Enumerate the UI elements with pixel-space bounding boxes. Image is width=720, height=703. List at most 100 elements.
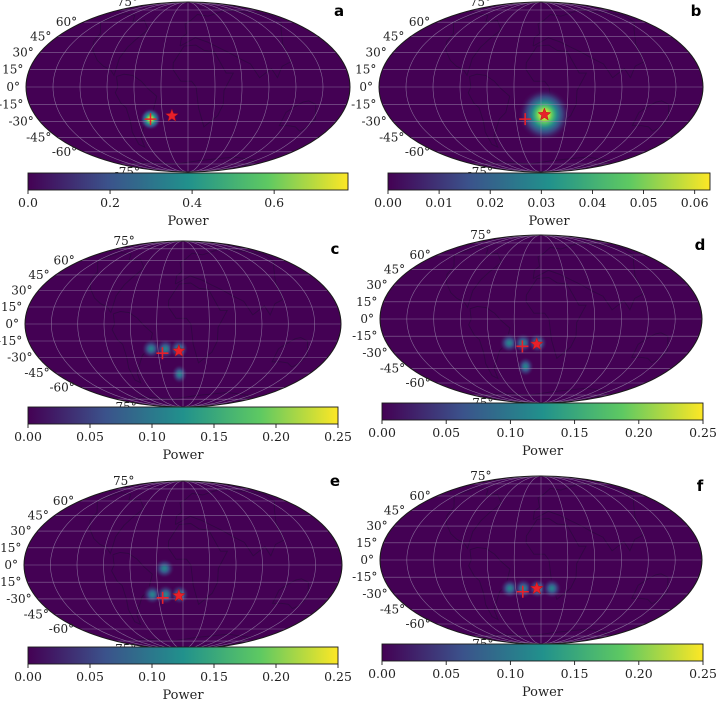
power-blob <box>143 584 162 605</box>
coastline <box>446 246 502 309</box>
graticule-meridian <box>540 2 623 172</box>
graticule-meridian <box>540 2 677 172</box>
graticule-meridian <box>540 2 569 172</box>
coastline <box>271 578 309 610</box>
colorbar: 0.0 0.2 0.4 0.6 Power <box>18 172 349 229</box>
graticule-meridian <box>459 2 542 172</box>
colorbar-tick-label: 0.20 <box>625 425 653 440</box>
power-blob <box>517 357 534 377</box>
lat-label: -60° <box>49 380 74 394</box>
lat-label: -30° <box>361 114 386 128</box>
graticule-meridian <box>187 2 270 172</box>
colorbar: 0.00 0.01 0.02 0.03 0.04 0.05 0.06 Power <box>374 172 711 229</box>
map-content <box>380 476 702 644</box>
lat-label: 45° <box>384 503 405 517</box>
colorbar-tick-label: 0.00 <box>374 195 402 210</box>
lat-label: 45° <box>28 268 49 282</box>
lat-label: 15° <box>355 63 376 77</box>
graticule-meridian <box>76 481 184 649</box>
colorbar-tick-label: 0.05 <box>432 425 460 440</box>
graticule-meridian <box>77 241 184 407</box>
colorbar-gradient <box>381 402 704 421</box>
coastline <box>446 487 502 550</box>
lat-label: -45° <box>26 130 51 144</box>
panel-c: 75°60°45°30°15°0°-15°-30°-45°-60°-75°c0.… <box>0 234 352 463</box>
colorbar-gradient <box>27 172 349 191</box>
colorbar-tick-label: 0.10 <box>496 666 524 681</box>
lat-label: -60° <box>405 376 430 390</box>
lat-label: -30° <box>362 587 387 601</box>
lat-label: -45° <box>24 608 49 622</box>
lat-label: 45° <box>28 508 49 522</box>
coastline <box>167 282 228 364</box>
lat-label: -15° <box>0 97 23 111</box>
lat-label: -30° <box>8 114 33 128</box>
graticule-meridian <box>187 2 324 172</box>
coastline <box>167 523 229 606</box>
graticule-meridian <box>182 241 210 407</box>
plus-marker <box>516 340 529 353</box>
lat-label: 0° <box>359 80 373 94</box>
lat-label: 30° <box>366 519 387 533</box>
power-blob <box>171 364 188 384</box>
lat-label: 0° <box>6 80 20 94</box>
lat-label: 0° <box>5 317 19 331</box>
colorbar-tick-label: 0.15 <box>200 429 228 444</box>
coastline <box>631 573 669 605</box>
graticule-meridian <box>182 481 210 649</box>
colorbar-tick-label: 0.05 <box>630 195 658 210</box>
lat-label: -45° <box>380 603 405 617</box>
graticule-meridian <box>182 481 237 649</box>
panel-letter: b <box>691 2 702 20</box>
plus-marker <box>144 113 157 126</box>
colorbar-tick-label: 0.04 <box>579 195 607 210</box>
lat-label: 30° <box>366 278 387 292</box>
colorbar-tick-label: 0.10 <box>138 429 166 444</box>
plus-marker <box>519 113 532 126</box>
graticule-meridian <box>50 481 184 649</box>
colorbar-label: Power <box>162 688 204 703</box>
lat-label: -60° <box>405 617 430 631</box>
colorbar-label: Power <box>522 685 564 700</box>
graticule-meridian <box>540 235 649 403</box>
power-blob <box>499 333 519 353</box>
star-marker <box>529 581 544 595</box>
graticule-meridian <box>182 481 316 649</box>
graticule-meridian <box>486 2 542 172</box>
coastline <box>172 44 235 128</box>
graticule-meridian <box>486 476 542 644</box>
graticule-meridian <box>540 476 649 644</box>
graticule-meridian <box>513 476 542 644</box>
panel-letter: e <box>330 472 340 490</box>
graticule-meridian <box>486 235 542 403</box>
graticule-meridian <box>103 241 184 407</box>
colorbar-tick-label: 0.10 <box>138 669 166 684</box>
lat-label: 60° <box>410 248 431 262</box>
panel-e: 75°60°45°30°15°0°-15°-30°-45°-60°-75°e0.… <box>0 472 352 703</box>
lat-label: 60° <box>54 254 75 268</box>
map-content <box>26 2 350 172</box>
colorbar-tick-label: 0.10 <box>496 425 524 440</box>
colorbar-tick-label: 0.00 <box>14 429 42 444</box>
colorbar-label: Power <box>167 214 209 229</box>
colorbar-tick-label: 0.06 <box>681 195 709 210</box>
graticule-meridian <box>405 2 542 172</box>
lat-label: -60° <box>49 622 74 636</box>
colorbar-tick-label: 0.00 <box>368 425 396 440</box>
lat-label: 75° <box>470 228 491 242</box>
graticule-meridian <box>540 235 622 403</box>
colorbar-gradient <box>27 406 339 425</box>
plus-marker <box>156 591 169 604</box>
lat-label: -45° <box>379 130 404 144</box>
colorbar: 0.00 0.05 0.10 0.15 0.20 0.25 Power <box>14 406 352 463</box>
star-marker <box>529 336 544 350</box>
lat-label: 75° <box>113 234 134 248</box>
panel-d: 75°60°45°30°15°0°-15°-30°-45°-60°-75°d0.… <box>352 228 717 459</box>
lat-label: -30° <box>6 592 31 606</box>
graticule-meridian <box>187 2 243 172</box>
graticule-meridian <box>103 481 184 649</box>
lat-label: 60° <box>53 494 74 508</box>
coastline <box>525 277 587 360</box>
graticule-meridian <box>406 476 542 644</box>
